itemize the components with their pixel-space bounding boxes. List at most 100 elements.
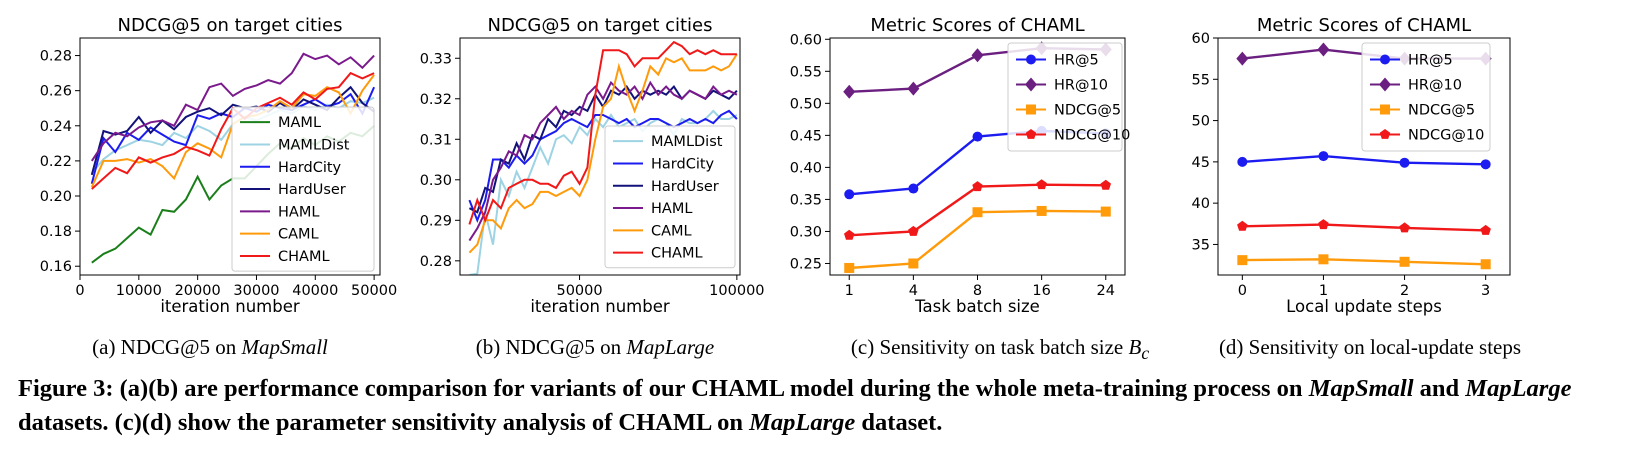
- subcaption-a: (a) NDCG@5 on MapSmall: [92, 335, 328, 359]
- x-tick-label: 8: [973, 283, 982, 299]
- x-tick-label: 2: [1400, 283, 1409, 299]
- legend-label: CHAML: [651, 246, 703, 262]
- chart-title: Metric Scores of CHAML: [870, 15, 1084, 36]
- series-hr-5: [1242, 154, 1486, 166]
- series-line-hr-5: [1242, 154, 1486, 166]
- series-ndcg-5: [849, 209, 1106, 270]
- x-axis-label: iteration number: [530, 297, 670, 316]
- chart-title: Metric Scores of CHAML: [1257, 15, 1471, 36]
- legend-marker-ndcg-5: [1380, 104, 1390, 115]
- data-point-ndcg-10: [1318, 219, 1329, 230]
- legend-label: CHAML: [278, 249, 330, 265]
- y-tick-label: 0.50: [790, 96, 822, 112]
- x-tick-label: 1: [845, 283, 854, 299]
- chart-b-ndcg-maplarge: NDCG@5 on target cities 0.28 0.29 0.30 0.31 0…: [420, 15, 765, 316]
- series-line-ndcg-5: [1242, 258, 1486, 266]
- legend-marker-ndcg-10: [1025, 129, 1037, 139]
- series-line-ndcg-10: [1242, 223, 1486, 232]
- y-tick-label: 0.45: [1190, 155, 1210, 171]
- data-point-ndcg-10: [1237, 220, 1248, 231]
- x-tick-label: 3: [1481, 283, 1490, 299]
- series-chaml: [468, 40, 737, 225]
- series-line-mamldist: [469, 109, 738, 275]
- y-tick-label: 0.33: [420, 51, 452, 67]
- x-tick-label: 10000: [116, 283, 162, 299]
- plot-frame: [459, 37, 741, 276]
- plot-frame: [79, 37, 381, 276]
- data-point-ndcg-5: [844, 262, 855, 273]
- plot-frame: [1217, 37, 1511, 276]
- data-point-ndcg-10: [908, 225, 919, 236]
- legend-marker-ndcg-10: [1379, 129, 1391, 139]
- series-ndcg-10: [1242, 223, 1486, 232]
- subcaption-d: (d) Sensitivity on local-update steps: [1218, 335, 1522, 359]
- chart-title: NDCG@5 on target cities: [487, 15, 712, 36]
- x-tick-label: 40000: [292, 283, 338, 299]
- x-axis-label: Task batch size: [914, 297, 1040, 316]
- data-point-hr-10: [971, 48, 984, 63]
- subcaption-c: (c) Sensitivity on task batch size Bc: [850, 335, 1150, 364]
- data-point-ndcg-5: [1480, 259, 1491, 270]
- y-tick-label: 0.40: [790, 160, 822, 176]
- chart-c-task-batch-size: Metric Scores of CHAML 0.25 0.30 0.35 0.40 0.…: [790, 15, 1130, 316]
- legend-label: CAML: [651, 223, 692, 239]
- caption-part: datasets. (c)(d) show the parameter sens…: [18, 409, 750, 436]
- data-point-ndcg-5: [908, 258, 919, 269]
- legend-label: MAMLDist: [651, 134, 723, 150]
- legend-marker-hr-10: [1379, 77, 1391, 92]
- legend-label: HardCity: [278, 160, 342, 176]
- legend-label: NDCG@5: [1054, 103, 1121, 119]
- legend-marker-ndcg-5: [1026, 104, 1036, 115]
- data-point-hr-5: [1399, 157, 1410, 168]
- legend-label: HR@10: [1408, 78, 1462, 94]
- y-tick-label: 0.60: [790, 32, 822, 48]
- caption-part: MapSmall: [1308, 375, 1414, 402]
- x-tick-label: 0: [1238, 283, 1247, 299]
- series-mamldist: [469, 109, 738, 275]
- data-point-ndcg-5: [1318, 254, 1329, 265]
- legend-box: [231, 106, 375, 272]
- x-tick-label: 16: [1032, 283, 1050, 299]
- legend-box: [1361, 42, 1491, 152]
- y-tick-label: 0.25: [790, 256, 822, 272]
- x-tick-label: 50000: [351, 283, 397, 299]
- chart-d-local-update-steps: Metric Scores of CHAML 0.35 0.40 0.45 0.50 0.…: [1190, 15, 1511, 316]
- legend-label: HAML: [651, 201, 692, 217]
- y-tick-label: 0.35: [1190, 237, 1210, 253]
- y-tick-label: 0.55: [1190, 72, 1210, 88]
- series-line-haml: [90, 52, 375, 162]
- data-point-hr-5: [1480, 159, 1491, 170]
- legend-label: HardCity: [651, 156, 715, 172]
- data-point-ndcg-10: [1480, 224, 1491, 235]
- plot-frame: [829, 37, 1126, 276]
- y-tick-label: 0.24: [40, 119, 72, 135]
- data-point-ndcg-10: [1399, 222, 1410, 233]
- data-point-ndcg-10: [1100, 179, 1111, 190]
- legend-box: [1007, 42, 1123, 152]
- caption-part: and: [1413, 375, 1466, 402]
- data-point-ndcg-5: [972, 207, 983, 218]
- data-point-hr-5: [972, 131, 983, 142]
- chart-title: NDCG@5 on target cities: [117, 15, 342, 36]
- caption-part: MapLarge: [1465, 375, 1572, 402]
- data-point-hr-5: [1318, 151, 1329, 162]
- x-tick-label: 1: [1319, 283, 1328, 299]
- y-tick-label: 0.30: [790, 224, 822, 240]
- legend-label: NDCG@10: [1408, 128, 1484, 144]
- y-tick-label: 0.50: [1190, 114, 1210, 130]
- legend-label: MAMLDist: [278, 137, 350, 153]
- legend-label: NDCG@5: [1408, 103, 1475, 119]
- x-tick-label: 30000: [233, 283, 279, 299]
- data-point-hr-5: [908, 183, 919, 194]
- y-tick-label: 0.18: [40, 224, 72, 240]
- legend-marker-hr-5: [1380, 54, 1390, 65]
- x-tick-label: 24: [1097, 283, 1115, 299]
- subcaption-b: (b) NDCG@5 on MapLarge: [475, 335, 715, 359]
- x-tick-label: 20000: [175, 283, 221, 299]
- legend-label: HAML: [278, 204, 319, 220]
- x-axis-label: Local update steps: [1286, 297, 1442, 316]
- data-point-hr-10: [843, 84, 856, 99]
- data-point-ndcg-5: [1237, 255, 1248, 266]
- series-line-hardcity: [468, 109, 738, 224]
